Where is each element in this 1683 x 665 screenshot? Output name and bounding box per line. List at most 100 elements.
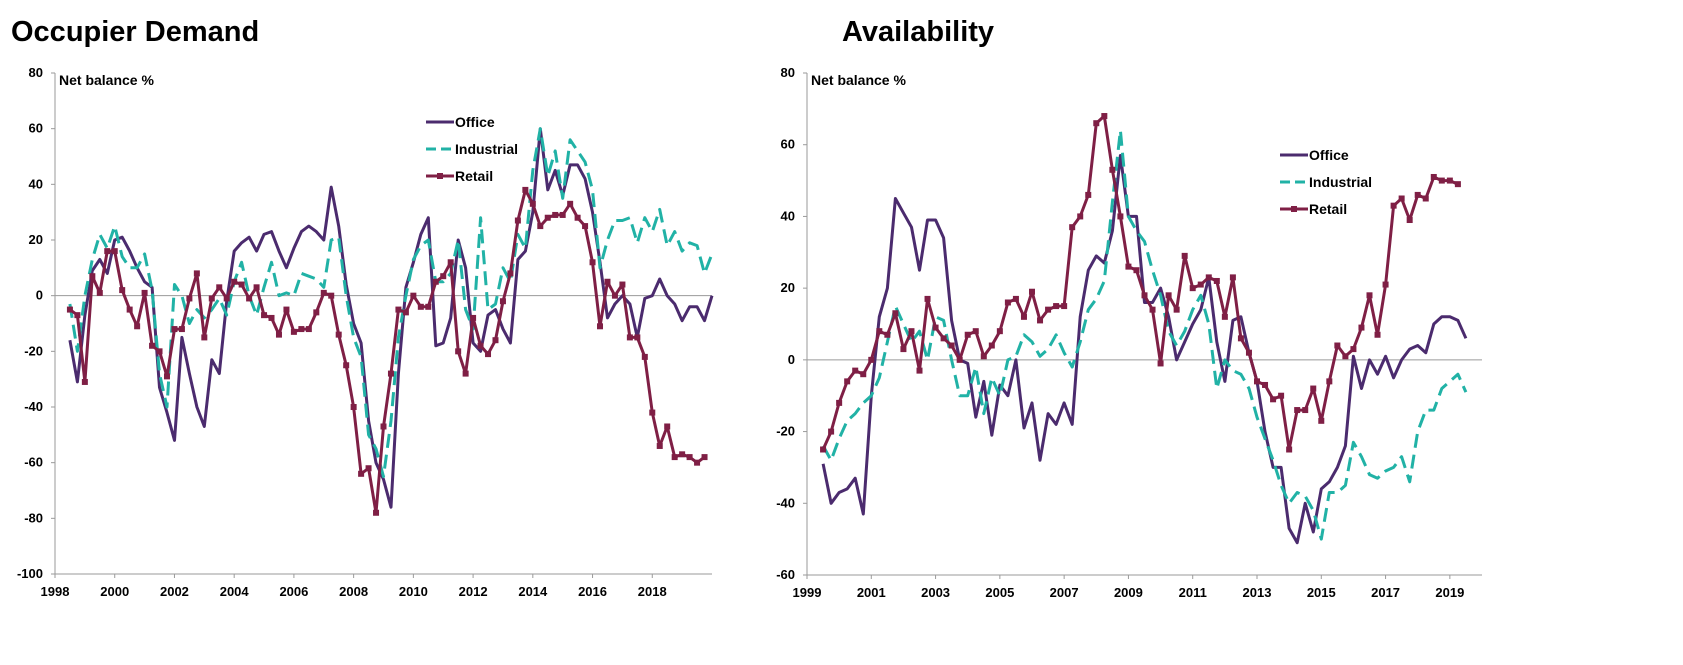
retail-data-point	[679, 451, 686, 458]
retail-data-point	[940, 335, 947, 342]
chart-title: Occupier Demand	[11, 16, 260, 48]
x-tick-label: 2011	[1179, 585, 1207, 600]
availability-chart: 80 60 40 20 0 -20 -40 -60 1999 2001 2003 2005 2007 20…	[776, 65, 1482, 600]
retail-data-point	[1004, 299, 1011, 306]
retail-data-point	[529, 200, 536, 207]
retail-data-point	[178, 326, 185, 333]
retail-data-point	[1326, 378, 1333, 385]
retail-data-point	[1237, 335, 1244, 342]
retail-data-point	[1318, 417, 1325, 424]
retail-data-point	[876, 328, 883, 335]
retail-data-point	[328, 292, 335, 299]
retail-data-point	[268, 314, 275, 321]
retail-data-point	[1342, 353, 1349, 360]
retail-data-point	[499, 298, 506, 305]
retail-data-point	[156, 348, 163, 355]
office-legend-label: Office	[1309, 147, 1349, 163]
y-tick-label: 60	[781, 137, 795, 152]
availability-panel: Availability 80 60 40 20 0 -20 -40 -60 1999 2001 2…	[776, 0, 1683, 665]
retail-data-point	[111, 248, 118, 255]
retail-data-point	[81, 378, 88, 385]
y-tick-label: -80	[24, 510, 43, 525]
y-tick-label: -20	[24, 343, 43, 358]
retail-data-point	[1374, 331, 1381, 338]
retail-data-point	[231, 278, 238, 285]
retail-data-point	[932, 324, 939, 331]
retail-data-point	[1406, 217, 1413, 224]
y-axis-label: Net balance %	[59, 72, 154, 88]
retail-data-point	[1101, 113, 1108, 120]
retail-data-point	[455, 348, 462, 355]
retail-data-point	[1037, 317, 1044, 324]
retail-data-point	[1109, 166, 1116, 173]
retail-data-point	[470, 314, 477, 321]
retail-data-point	[358, 470, 365, 477]
retail-data-point	[216, 284, 223, 291]
retail-data-point	[1390, 202, 1397, 209]
x-tick-label: 2005	[985, 585, 1014, 600]
x-tick-label: 2013	[1243, 585, 1272, 600]
retail-data-point	[387, 370, 394, 377]
retail-data-point	[89, 273, 96, 280]
retail-data-point	[1029, 288, 1035, 295]
retail-data-point	[900, 346, 907, 353]
retail-legend-marker	[1291, 206, 1297, 212]
retail-data-point	[537, 223, 544, 230]
retail-data-point	[1197, 281, 1204, 288]
x-tick-label: 2002	[160, 584, 189, 599]
retail-data-point	[410, 292, 417, 299]
retail-data-point	[507, 270, 514, 277]
retail-data-point	[964, 331, 971, 338]
retail-data-point	[884, 331, 891, 338]
retail-data-point	[1221, 313, 1228, 320]
retail-data-point	[485, 351, 492, 358]
retail-data-point	[1093, 120, 1100, 127]
retail-data-point	[126, 306, 133, 313]
retail-data-point	[1366, 292, 1373, 299]
retail-data-point	[604, 278, 611, 285]
retail-data-point	[149, 342, 156, 349]
retail-data-point	[649, 409, 656, 416]
retail-data-point	[860, 371, 867, 378]
retail-data-point	[402, 309, 409, 316]
retail-data-point	[313, 309, 320, 316]
retail-data-point	[1173, 306, 1180, 313]
retail-data-point	[1438, 177, 1445, 184]
retail-data-point	[544, 214, 551, 221]
office-series-line	[68, 127, 714, 509]
retail-data-point	[373, 509, 380, 516]
retail-data-point	[1053, 303, 1060, 310]
retail-data-point	[365, 465, 372, 472]
retail-data-point	[193, 270, 200, 277]
x-tick-label: 2003	[921, 585, 950, 600]
retail-data-point	[74, 312, 81, 319]
retail-data-point	[634, 334, 641, 341]
retail-data-point	[246, 295, 253, 302]
retail-data-point	[1149, 306, 1156, 313]
retail-data-point	[924, 295, 931, 302]
retail-data-point	[1181, 252, 1188, 259]
retail-data-point	[1350, 346, 1357, 353]
retail-data-point	[432, 278, 439, 285]
retail-data-point	[1045, 306, 1052, 313]
x-tick-label: 2008	[339, 584, 368, 599]
retail-data-point	[1229, 274, 1236, 281]
retail-data-point	[1157, 360, 1164, 367]
retail-data-point	[1205, 274, 1212, 281]
retail-data-point	[380, 423, 387, 430]
office-series-line	[821, 154, 1468, 545]
occupier-demand-panel: Occupier Demand 80 60 40 20 0 -20 -40 -60 -80 -10…	[0, 0, 840, 665]
retail-data-point	[492, 337, 499, 344]
retail-data-point	[1061, 303, 1068, 310]
retail-data-point	[1189, 285, 1196, 292]
retail-series-line	[821, 114, 1459, 451]
retail-data-point	[171, 326, 178, 333]
retail-data-point	[119, 287, 126, 294]
x-tick-label: 2017	[1371, 585, 1400, 600]
retail-data-point	[1133, 267, 1140, 274]
retail-data-point	[514, 217, 521, 224]
y-tick-label: 0	[788, 352, 795, 367]
retail-data-point	[275, 331, 282, 338]
retail-data-point	[1245, 349, 1252, 356]
retail-data-point	[1430, 173, 1437, 180]
